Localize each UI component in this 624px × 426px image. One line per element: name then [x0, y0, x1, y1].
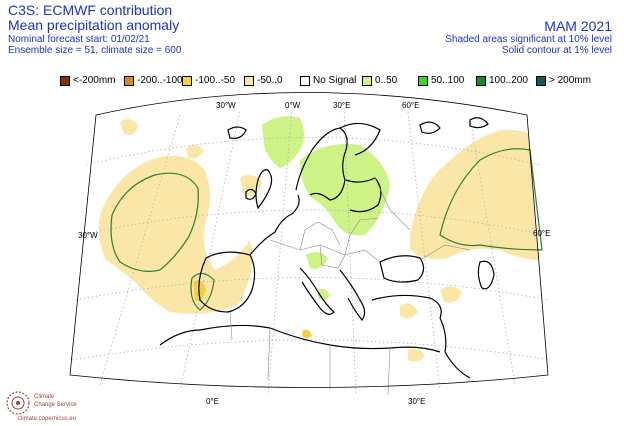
- legend-label: 0..50: [375, 75, 398, 86]
- dry-anomaly-area: [98, 155, 253, 314]
- anomaly-shading: [98, 116, 548, 362]
- legend-label: > 200mm: [549, 75, 591, 86]
- forecast-start-text: Nominal forecast start: 01/02/21: [8, 34, 150, 45]
- legend-item: -100..-50: [182, 75, 235, 86]
- copernicus-logo: Climate Change Service climate.copernicu…: [4, 388, 84, 424]
- legend-item: 50..100: [418, 75, 464, 86]
- legend-item: > 200mm: [536, 75, 591, 86]
- legend-item: 0..50: [362, 75, 397, 86]
- legend-swatch: [244, 75, 254, 86]
- legend-label: -100..-50: [195, 75, 236, 86]
- wet-anomaly-area: [306, 252, 328, 269]
- legend-swatch: [60, 75, 70, 86]
- lat-label: 30°W: [78, 231, 98, 240]
- dry-anomaly-area: [120, 119, 138, 135]
- legend-item: -50..0: [244, 75, 283, 86]
- legend-label: 50..100: [431, 75, 465, 86]
- legend-swatch: [362, 75, 372, 86]
- legend-item: -200..-100: [124, 75, 183, 86]
- lon-label: 60°E: [402, 101, 419, 110]
- dry-anomaly-area: [302, 329, 312, 338]
- lon-label: 30°E: [408, 397, 425, 406]
- lon-label: 0°W: [285, 101, 301, 110]
- dry-anomaly-area: [410, 129, 548, 261]
- legend-label: -200..-100: [137, 75, 183, 86]
- country-borders: [229, 177, 471, 396]
- legend-swatch: [536, 75, 546, 86]
- legend-label: -50..0: [257, 75, 283, 86]
- legend-swatch: [300, 75, 310, 86]
- lon-label: 30°W: [216, 101, 236, 110]
- dry-anomaly-area: [400, 303, 418, 319]
- coastlines: [159, 117, 495, 379]
- legend-label: 100..200: [489, 75, 528, 86]
- ensemble-size-text: Ensemble size = 51, climate size = 600: [8, 45, 182, 56]
- legend-swatch: [124, 75, 134, 86]
- lon-label: 30°E: [333, 101, 350, 110]
- logo-small-text: climate.copernicus.eu: [18, 416, 77, 422]
- legend-swatch: [476, 75, 486, 86]
- logo-tagline: Change Service: [34, 402, 77, 408]
- dry-anomaly-area: [186, 145, 204, 159]
- legend-label: No Signal: [313, 75, 357, 86]
- logo-emblem-icon: [6, 391, 30, 415]
- legend-item: No Signal: [300, 75, 356, 86]
- dry-anomaly-area: [440, 286, 462, 303]
- dry-anomaly-area: [408, 348, 425, 362]
- legend: <-200mm -200..-100 -100..-50 -50..0 No S…: [0, 75, 624, 89]
- wet-anomaly-area: [262, 116, 304, 168]
- logo-name: Climate: [34, 394, 55, 400]
- map-title: C3S: ECMWF contribution: [8, 2, 173, 18]
- lat-label: 60°E: [533, 229, 550, 238]
- wet-anomaly-area: [300, 144, 390, 236]
- season-label: MAM 2021: [544, 18, 612, 34]
- legend-label: <-200mm: [73, 75, 116, 86]
- lon-label: 0°E: [206, 397, 219, 406]
- graticule-labels: 30°W 0°W 30°E 60°E 0°E 30°E 30°W 60°E: [78, 101, 550, 406]
- map-frame: [69, 92, 549, 388]
- legend-item: <-200mm: [60, 75, 116, 86]
- legend-swatch: [182, 75, 192, 86]
- map-subtitle: Mean precipitation anomaly: [8, 17, 180, 33]
- contour-note: Solid contour at 1% level: [501, 45, 612, 56]
- legend-item: 100..200: [476, 75, 528, 86]
- legend-swatch: [418, 75, 428, 86]
- shading-note: Shaded areas significant at 10% level: [445, 34, 612, 45]
